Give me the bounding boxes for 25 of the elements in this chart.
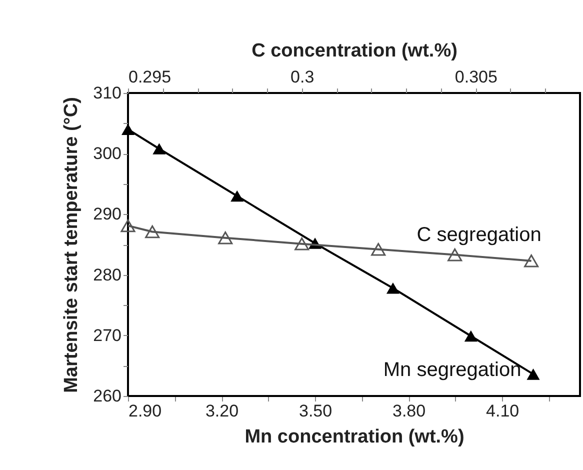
x-tick-label: 4.10 (486, 402, 520, 420)
point (526, 368, 540, 380)
x2-axis-title: C concentration (wt.%) (252, 40, 458, 62)
y-tick-label: 310 (93, 84, 122, 102)
point (464, 330, 478, 342)
y-tick-label: 290 (93, 204, 122, 224)
x-tick-label: 2.90 (128, 402, 162, 420)
point (152, 143, 166, 154)
x-tick-label: 3.50 (298, 402, 332, 420)
y-tick-label: 260 (93, 386, 122, 406)
y-tick-label: 270 (93, 326, 122, 345)
x-tick-label: 3.20 (205, 402, 239, 420)
y-tick-label: 300 (93, 144, 122, 164)
x2-tick-label: 0.295 (128, 68, 172, 86)
y-tick-label: 280 (93, 265, 122, 284)
x-tick-label: 3.80 (392, 402, 426, 420)
x-axis-title: Mn concentration (wt.%) (244, 426, 464, 448)
point (121, 124, 135, 136)
point (230, 190, 244, 202)
x2-tick-label: 0.305 (454, 68, 498, 86)
series-label: C segregation (416, 224, 542, 246)
point (386, 282, 400, 294)
series-label: Mn segregation (383, 359, 522, 382)
x2-tick-label: 0.3 (290, 68, 314, 86)
y-axis-title: Martensite start temperature (°C) (61, 97, 82, 393)
